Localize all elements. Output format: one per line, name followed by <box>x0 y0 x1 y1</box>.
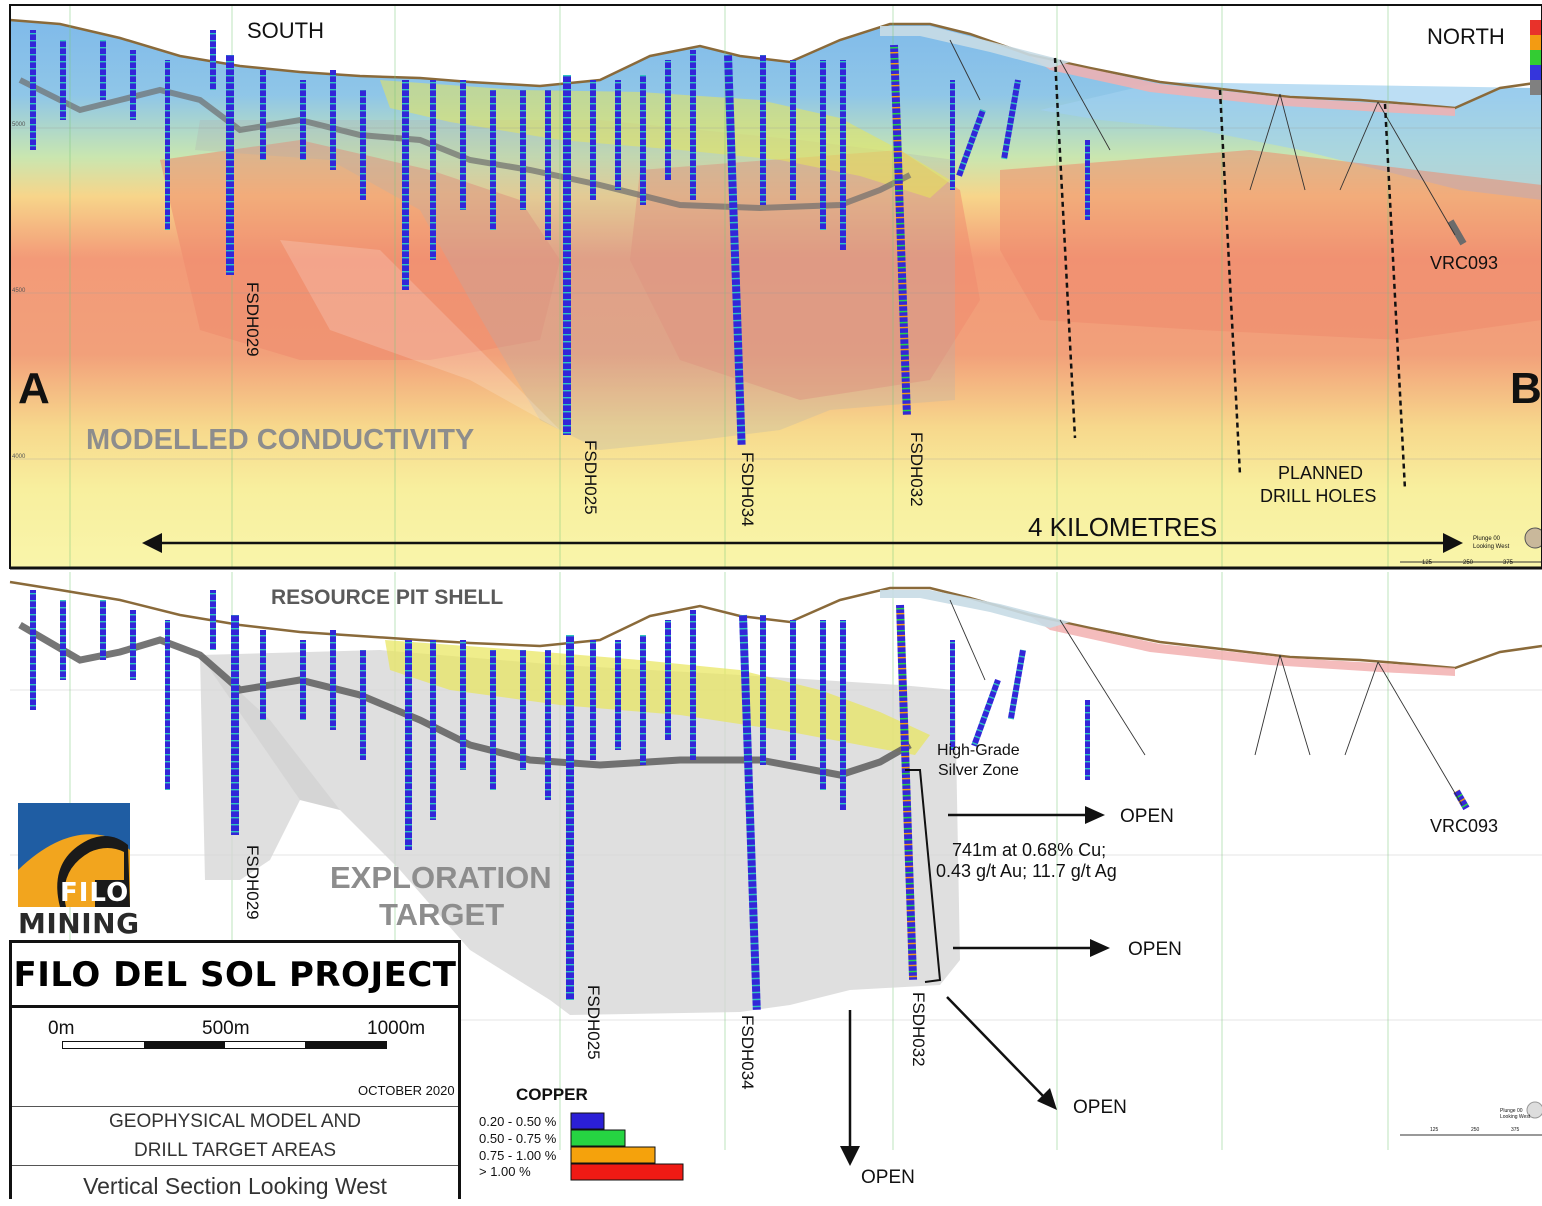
conductive-body-north <box>1000 150 1542 340</box>
planned-drill-holes <box>1053 57 1407 491</box>
scale-tick-bottom-125: 125 <box>1430 1127 1439 1133</box>
hole-label-vrc093-bottom: VRC093 <box>1430 816 1499 836</box>
drill-holes-bottom <box>30 590 1470 1010</box>
scale-label-1000: 1000m <box>367 1018 426 1039</box>
glacier-top <box>880 26 1070 68</box>
open-label-3: OPEN <box>1073 1097 1127 1118</box>
view-note-top-2: Looking West <box>1473 544 1510 550</box>
legend-item-3: 0.75 - 1.00 % <box>479 1148 557 1163</box>
open-arrows <box>840 806 1110 1166</box>
distance-label: 4 KILOMETRES <box>1028 512 1218 542</box>
project-title: FILO DEL SOL PROJECT <box>12 943 458 1008</box>
top-panel <box>9 5 1542 568</box>
copper-legend-title: COPPER <box>516 1085 588 1104</box>
pink-cover-bottom <box>1030 616 1455 676</box>
exploration-target-label-1: EXPLORATION <box>330 860 552 895</box>
view-direction: Vertical Section Looking West <box>83 1173 387 1199</box>
description-line-2: DRILL TARGET AREAS <box>133 1140 337 1161</box>
elevation-5000: 5000 <box>12 122 26 128</box>
south-label: SOUTH <box>247 18 324 43</box>
pit-shell-top <box>18 77 912 212</box>
elevation-4500: 4500 <box>12 288 26 294</box>
north-label: NORTH <box>1427 24 1505 49</box>
glacier-bottom <box>880 590 1070 628</box>
copper-legend-bars <box>570 1112 684 1181</box>
planned-holes-label-2: DRILL HOLES <box>1260 486 1377 506</box>
scale-tick-top-125: 125 <box>1422 560 1433 566</box>
open-label-4: OPEN <box>861 1167 915 1188</box>
drill-traces-top <box>949 39 1456 236</box>
hole-label-fsdh034-top: FSDH034 <box>738 452 757 527</box>
drill-traces-bottom <box>949 599 1463 806</box>
pink-cover-top <box>1030 56 1455 116</box>
planned-holes-label-1: PLANNED <box>1278 463 1364 483</box>
scale-tick-bottom-375: 375 <box>1511 1127 1520 1133</box>
scale-label-500: 500m <box>202 1018 250 1039</box>
hole-label-fsdh025-bottom: FSDH025 <box>584 985 603 1060</box>
logo-text-filo: FILO <box>60 878 130 908</box>
hole-label-fsdh029-top: FSDH029 <box>243 282 262 357</box>
hole-label-fsdh034-bottom: FSDH034 <box>738 1015 757 1090</box>
legend-item-2: 0.50 - 0.75 % <box>479 1131 557 1146</box>
hole-label-vrc093-top: VRC093 <box>1430 253 1499 273</box>
exploration-target-body <box>200 650 960 1015</box>
legend-item-4: > 1.00 % <box>479 1164 531 1179</box>
bottom-panel <box>9 572 1542 1166</box>
sky-area <box>10 5 1542 108</box>
title-block: FILO DEL SOL PROJECT 0m 500m 1000m OCTOB… <box>9 940 461 1199</box>
open-label-1: OPEN <box>1120 806 1174 827</box>
date-label: OCTOBER 2020 <box>358 1083 455 1098</box>
compass-icon <box>1524 527 1542 549</box>
scale-tick-bottom-250: 250 <box>1471 1127 1480 1133</box>
conductivity-colour-bar <box>1530 20 1542 95</box>
compass-icon-bottom <box>1526 1101 1542 1119</box>
scale-bar <box>62 1041 387 1049</box>
hole-label-fsdh029-bottom: FSDH029 <box>243 845 262 920</box>
hole-label-fsdh025-top: FSDH025 <box>581 440 600 515</box>
open-label-2: OPEN <box>1128 939 1182 960</box>
section-point-a: A <box>18 364 50 413</box>
hole-label-fsdh032-top: FSDH032 <box>907 432 926 507</box>
logo-text-mining: MINING <box>18 907 140 940</box>
pit-shell-bottom <box>18 621 912 779</box>
drill-holes-top <box>30 30 1467 445</box>
intercept-bracket <box>905 769 942 983</box>
scale-bar-section: 0m 500m 1000m OCTOBER 2020 <box>12 1008 458 1107</box>
distance-arrow <box>142 533 1463 553</box>
conductive-body-central <box>630 150 980 400</box>
intercept-label-2: 0.43 g/t Au; 11.7 g/t Ag <box>936 861 1117 881</box>
exploration-target-label-2: TARGET <box>379 897 505 932</box>
view-note-bottom-1: Plunge 00 <box>1500 1108 1523 1114</box>
top-panel-frame <box>9 4 1542 569</box>
silver-zone-label-1: High-Grade <box>937 742 1020 759</box>
target-highlight <box>280 240 560 430</box>
scale-label-0: 0m <box>48 1018 75 1039</box>
intercept-label-1: 741m at 0.68% Cu; <box>952 840 1107 860</box>
filo-mining-logo <box>18 803 130 907</box>
legend-item-1: 0.20 - 0.50 % <box>479 1114 557 1129</box>
modelled-conductivity-label: MODELLED CONDUCTIVITY <box>86 424 475 456</box>
view-note-bottom-2: Looking West <box>1500 1114 1531 1120</box>
section-point-b: B <box>1510 364 1542 413</box>
silver-zone-label-2: Silver Zone <box>938 762 1019 779</box>
scale-tick-top-375: 375 <box>1503 560 1514 566</box>
view-note-top-1: Plunge 00 <box>1473 536 1501 542</box>
resource-pit-shell-label: RESOURCE PIT SHELL <box>271 586 504 609</box>
hole-label-fsdh032-bottom: FSDH032 <box>909 992 928 1067</box>
scale-tick-top-250: 250 <box>1463 560 1474 566</box>
elevation-4000: 4000 <box>12 454 26 460</box>
description-line-1: GEOPHYSICAL MODEL AND <box>109 1111 361 1132</box>
description: GEOPHYSICAL MODEL AND DRILL TARGET AREAS <box>12 1107 458 1166</box>
